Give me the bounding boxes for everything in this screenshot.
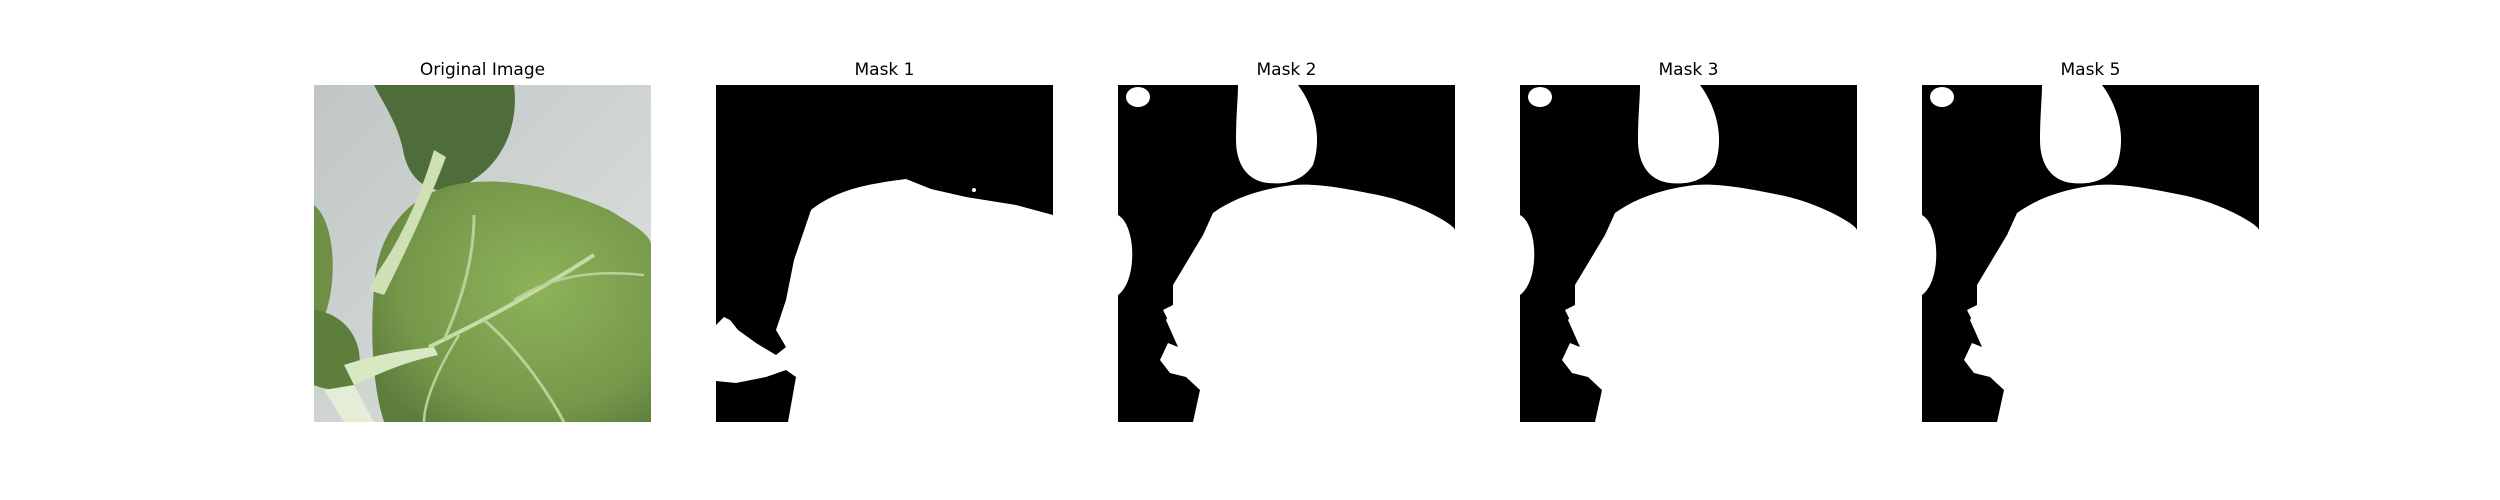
leaf-photo — [314, 85, 651, 422]
panel-title: Mask 5 — [2060, 60, 2121, 80]
segmentation-mask — [716, 85, 1053, 422]
panel-title: Mask 3 — [1658, 60, 1719, 80]
panel-title: Original Image — [419, 60, 546, 80]
mask-image — [1922, 85, 2259, 422]
mask-image — [1118, 85, 1455, 422]
panel-title: Mask 2 — [1256, 60, 1317, 80]
segmentation-mask — [1118, 85, 1455, 422]
panel-title: Mask 1 — [854, 60, 915, 80]
mask-image — [1520, 85, 1857, 422]
original-image — [314, 85, 651, 422]
segmentation-mask — [1922, 85, 2259, 422]
mask-image — [716, 85, 1053, 422]
segmentation-mask — [1520, 85, 1857, 422]
